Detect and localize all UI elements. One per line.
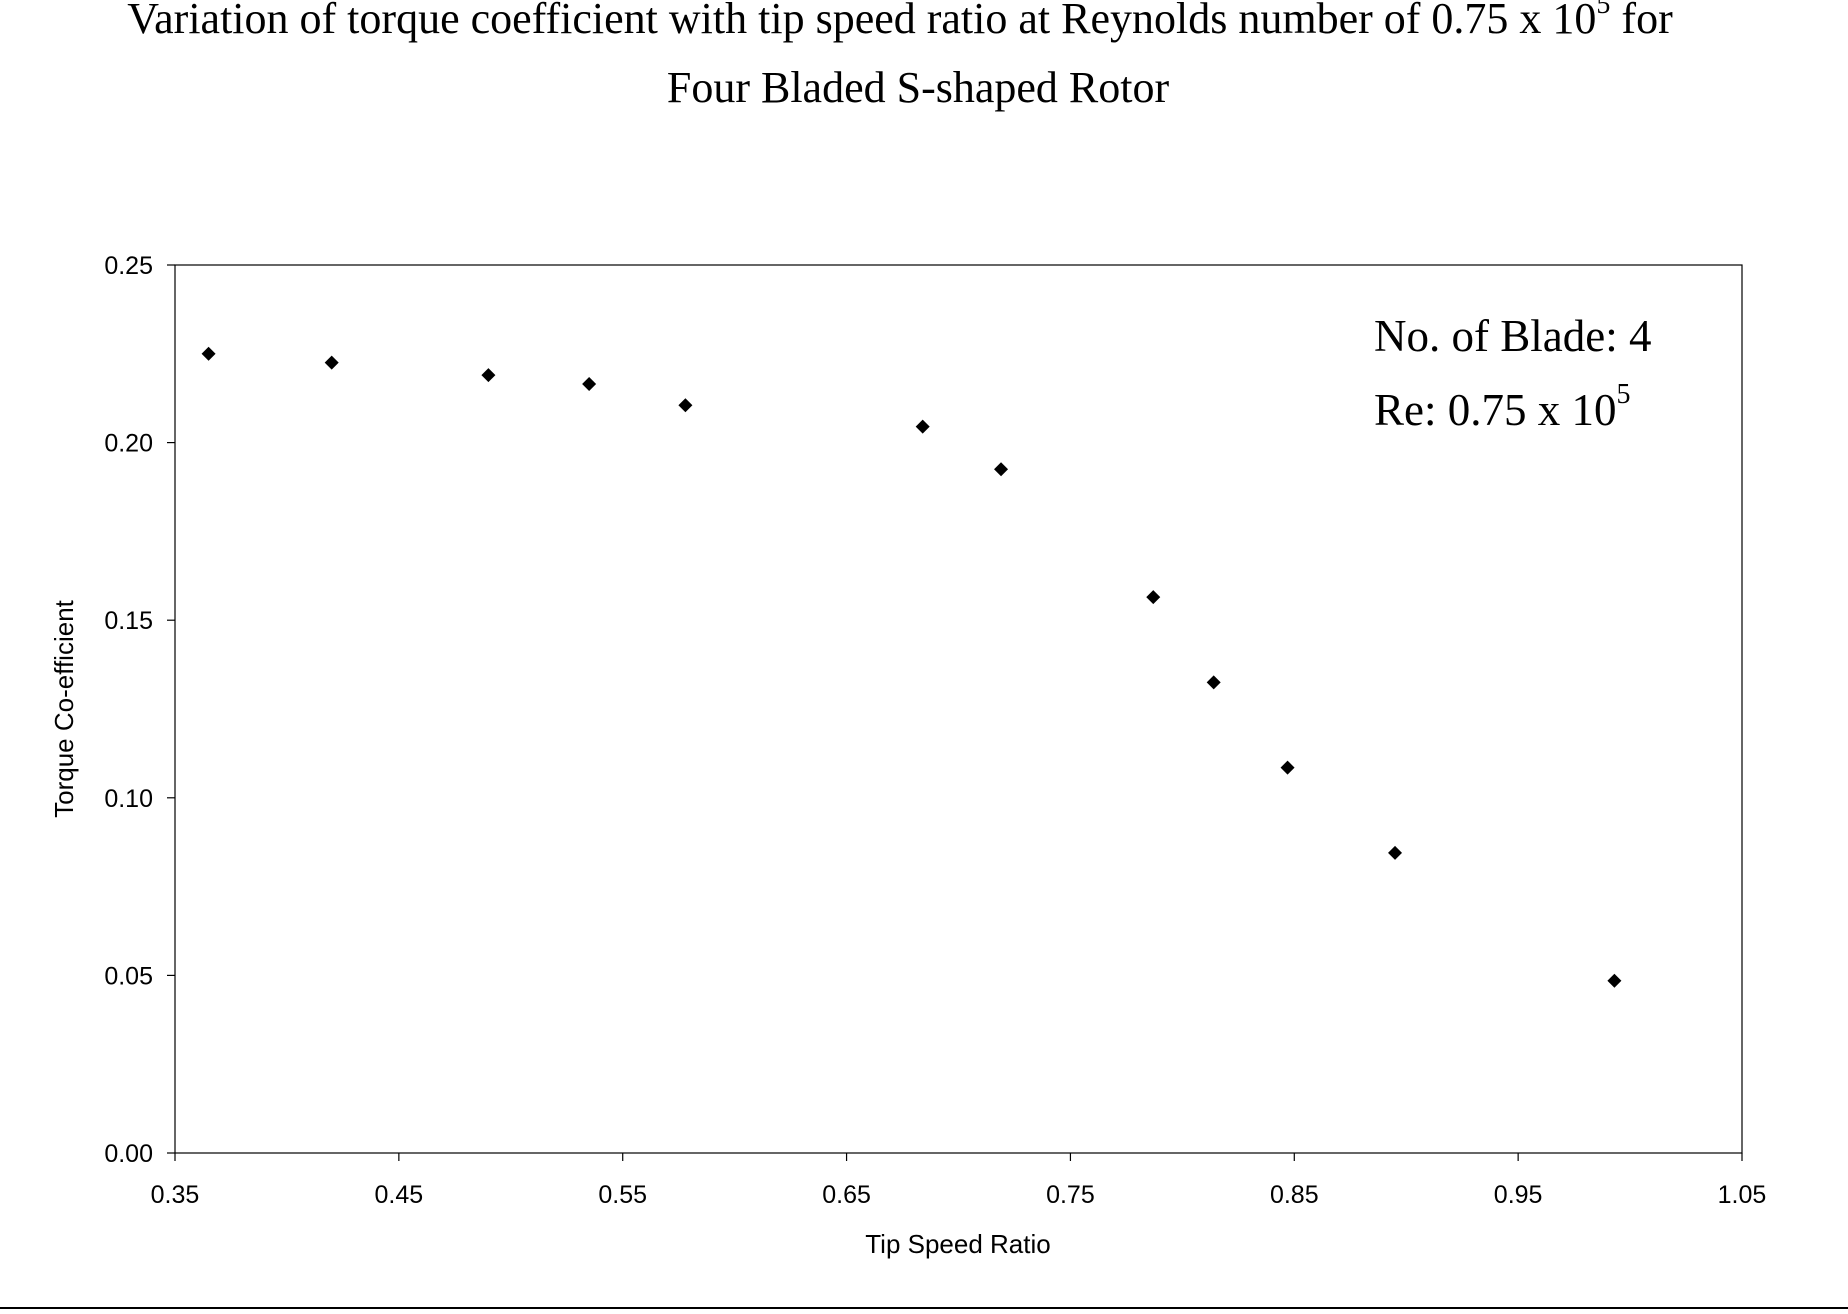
annotation-reynolds: Re: 0.75 x 105: [1374, 379, 1631, 435]
data-point: [481, 368, 496, 383]
data-point: [1388, 845, 1403, 860]
x-tick-label: 0.75: [1046, 1181, 1095, 1209]
data-point: [678, 398, 693, 413]
chart-annotation: No. of Blade: 4 Re: 0.75 x 105: [1374, 311, 1651, 435]
frame-bottom-border: [0, 1307, 1848, 1309]
data-point: [1206, 675, 1221, 690]
data-point: [915, 419, 930, 434]
y-tick-label: 0.00: [104, 1140, 153, 1168]
title-line1-prefix: Variation of torque coefficient with tip…: [127, 0, 1596, 43]
plot-area: [174, 264, 1743, 1154]
data-point: [201, 346, 216, 361]
title-line1-suffix: for: [1610, 0, 1673, 43]
x-tick-label: 0.85: [1270, 1181, 1319, 1209]
chart-title-line2: Four Bladed S-shaped Rotor: [667, 63, 1170, 112]
y-tick-label: 0.25: [104, 252, 153, 280]
x-axis-label: Tip Speed Ratio: [865, 1229, 1050, 1259]
y-axis-ticks: 0.00 0.05 0.10 0.15 0.20 0.25: [104, 252, 175, 1168]
x-tick-label: 0.45: [375, 1181, 424, 1209]
chart-title: Variation of torque coefficient with tip…: [127, 0, 1673, 112]
data-points: [201, 346, 1622, 988]
data-point: [1607, 973, 1622, 988]
x-tick-label: 0.65: [822, 1181, 871, 1209]
y-axis-label: Torque Co-efficient: [49, 599, 79, 818]
data-point: [1146, 590, 1161, 605]
annotation-reynolds-prefix: Re: 0.75 x 10: [1374, 385, 1617, 435]
y-tick-label: 0.05: [104, 962, 153, 990]
x-tick-label: 0.95: [1494, 1181, 1543, 1209]
data-point: [582, 376, 597, 391]
x-tick-label: 1.05: [1718, 1181, 1767, 1209]
annotation-blade-count: No. of Blade: 4: [1374, 311, 1651, 361]
data-point: [994, 462, 1009, 477]
y-tick-label: 0.10: [104, 785, 153, 813]
x-axis-ticks: 0.35 0.45 0.55 0.65 0.75 0.85 0.95 1.05: [151, 1153, 1767, 1209]
data-point: [1280, 760, 1295, 775]
x-tick-label: 0.55: [598, 1181, 647, 1209]
x-tick-label: 0.35: [151, 1181, 200, 1209]
data-point: [324, 355, 339, 370]
chart-title-line1: Variation of torque coefficient with tip…: [127, 0, 1673, 43]
y-tick-label: 0.15: [104, 607, 153, 635]
title-line1-sup: 5: [1596, 0, 1610, 20]
y-tick-label: 0.20: [104, 430, 153, 458]
annotation-reynolds-sup: 5: [1617, 379, 1631, 410]
